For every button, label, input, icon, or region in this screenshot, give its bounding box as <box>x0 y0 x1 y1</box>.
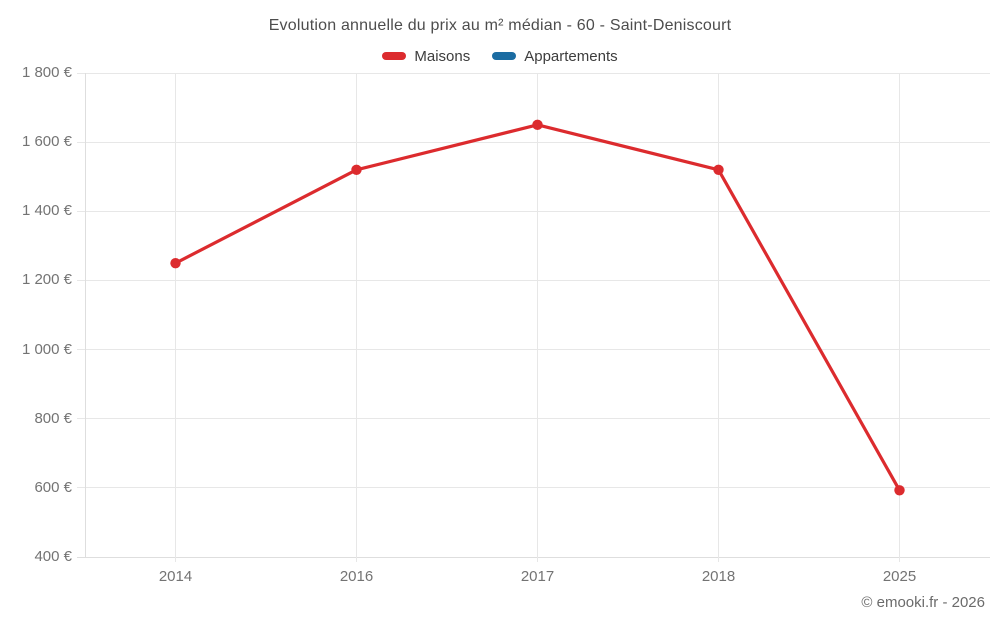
gridline-y-600 <box>77 487 990 489</box>
legend-swatch-maisons <box>382 52 407 60</box>
y-axis-label-1400: 1 400 € <box>21 202 72 220</box>
y-axis-label-1200: 1 200 € <box>21 271 72 289</box>
gridline-x-2016 <box>356 73 357 562</box>
x-axis-label-2018: 2018 <box>701 568 736 585</box>
gridline-y-1800 <box>77 72 990 74</box>
legend-label: Appartements <box>524 47 618 65</box>
gridline-y-800 <box>77 418 990 420</box>
y-axis-line <box>85 73 86 557</box>
y-axis-label-600: 600 € <box>34 478 72 496</box>
legend-swatch-appartements <box>492 52 517 60</box>
chart-title: Evolution annuelle du prix au m² médian … <box>268 17 732 34</box>
y-axis-label-1800: 1 800 € <box>21 64 72 81</box>
copyright-text: © emooki.fr - 2026 <box>861 594 985 611</box>
data-point-maisons-2014[interactable] <box>170 257 181 269</box>
gridline-x-2017 <box>537 73 538 562</box>
y-axis-label-1000: 1 000 € <box>21 340 72 358</box>
data-point-maisons-2017[interactable] <box>532 119 543 131</box>
chart-legend: Maisons Appartements <box>0 46 1000 66</box>
gridline-y-1400 <box>77 210 990 212</box>
x-axis-label-2014: 2014 <box>158 568 193 585</box>
x-axis-label-2017: 2017 <box>520 568 555 585</box>
gridline-y-400 <box>77 556 990 558</box>
legend-label: Maisons <box>414 47 471 65</box>
gridline-y-1000 <box>77 349 990 351</box>
data-point-maisons-2018[interactable] <box>713 164 724 175</box>
gridline-y-1200 <box>77 279 990 281</box>
gridline-x-2014 <box>175 73 176 562</box>
data-point-maisons-2025[interactable] <box>894 485 905 496</box>
x-axis-label-2016: 2016 <box>339 568 374 585</box>
gridline-y-1600 <box>77 141 990 143</box>
data-point-maisons-2016[interactable] <box>351 164 362 175</box>
y-axis-label-1600: 1 600 € <box>21 133 72 151</box>
x-axis-label-2025: 2025 <box>882 568 917 585</box>
legend-item-appartements[interactable]: Appartements <box>492 47 618 65</box>
y-axis-label-400: 400 € <box>34 548 72 565</box>
legend-item-maisons[interactable]: Maisons <box>382 48 470 65</box>
y-axis-label-800: 800 € <box>34 409 72 427</box>
gridline-x-2018 <box>718 73 719 562</box>
